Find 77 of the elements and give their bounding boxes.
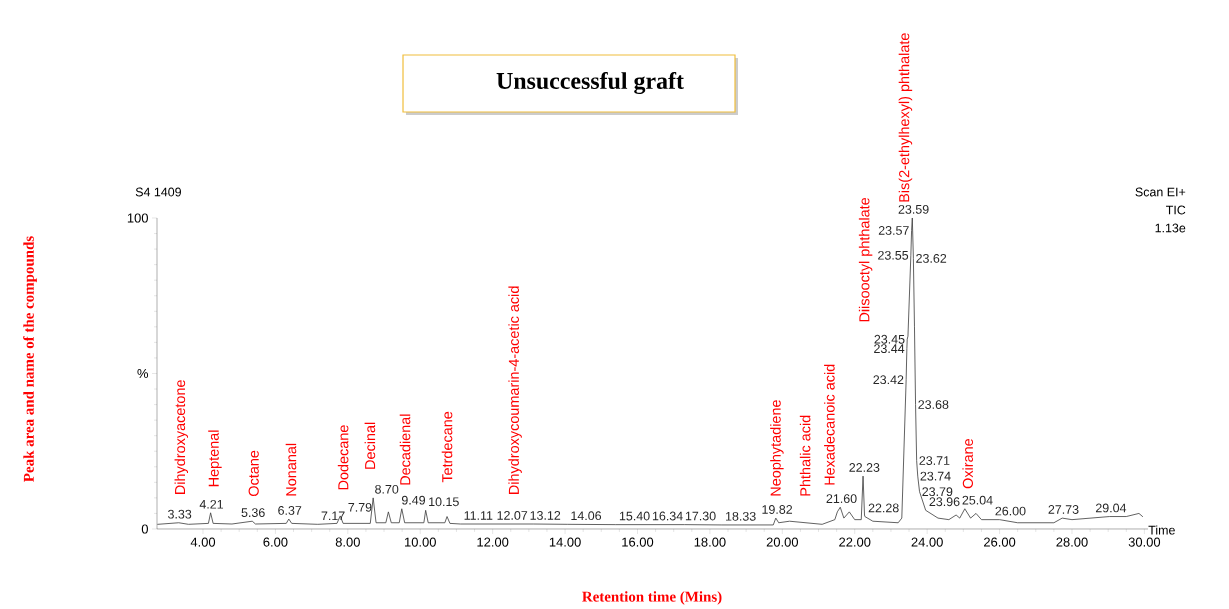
annotation: Phthalic acid xyxy=(799,415,811,496)
x-tick-label: 6.00 xyxy=(263,537,288,547)
annotation: 8.70 xyxy=(375,484,399,494)
text: 1.13e xyxy=(1155,223,1186,233)
annotation: 18.33 xyxy=(726,511,756,521)
annotation: 14.06 xyxy=(571,511,602,521)
annotation: 15.40 xyxy=(619,511,650,521)
annotation: Diisooctyl phthalate xyxy=(858,197,873,322)
annotation: 25.04 xyxy=(962,495,993,505)
x-tick-label: 22.00 xyxy=(839,537,871,547)
annotation: Dihydroxyacetone xyxy=(174,380,188,494)
annotation: 23.45 xyxy=(874,334,905,344)
x-tick-label: 20.00 xyxy=(766,537,799,547)
annotation: Oxirane xyxy=(962,438,974,489)
annotation: Octane xyxy=(248,450,259,496)
y-tick-label: % xyxy=(137,368,149,379)
chart-title: Unsuccessful graft xyxy=(496,71,684,95)
annotation: 29.04 xyxy=(1095,503,1127,513)
annotation: 22.23 xyxy=(849,463,880,472)
annotation: 3.33 xyxy=(168,509,192,519)
annotation: Decinal xyxy=(364,422,376,469)
x-tick-label: 26.00 xyxy=(984,537,1016,547)
annotation: 6.37 xyxy=(278,506,302,515)
x-tick-label: 28.00 xyxy=(1056,537,1088,547)
annotation: 23.44 xyxy=(874,344,905,354)
y-tick-label: 100 xyxy=(127,213,148,223)
x-tick-label: 24.00 xyxy=(911,537,943,547)
y-tick-label: 0 xyxy=(141,524,148,534)
annotation: Heptenal xyxy=(208,430,222,487)
annotation: 10.15 xyxy=(429,497,459,507)
text: Peak area and name of the compounds xyxy=(23,236,37,482)
annotation: 23.96 xyxy=(929,497,960,507)
annotation: Decadienal xyxy=(399,414,411,485)
annotation: 4.21 xyxy=(199,499,224,509)
text: Bis(2-ethylhexyl) phthalate xyxy=(898,33,913,202)
annotation: 27.73 xyxy=(1048,505,1079,514)
x-tick-label: 8.00 xyxy=(335,537,360,547)
annotation: 19.82 xyxy=(762,505,793,514)
annotation: 22.28 xyxy=(868,503,899,513)
annotation: Nonanal xyxy=(285,443,297,496)
annotation: 12.07 xyxy=(497,511,528,520)
annotation: 16.34 xyxy=(652,511,683,521)
x-tick-label: 30.00 xyxy=(1128,537,1161,547)
x-tick-label: 16.00 xyxy=(622,537,654,547)
annotation: 23.74 xyxy=(920,471,951,481)
annotation: 11.11 xyxy=(464,511,493,520)
annotation: 21.60 xyxy=(826,494,857,504)
annotation: 23.55 xyxy=(878,250,909,260)
x-tick-label: 18.00 xyxy=(694,537,726,547)
annotation: 5.36 xyxy=(241,508,265,518)
text: S4 1409 xyxy=(135,187,181,197)
text: Time xyxy=(1148,525,1175,535)
annotation: 26.00 xyxy=(995,506,1026,516)
annotation: Hexadecanoic acid xyxy=(824,364,835,485)
annotation: 23.42 xyxy=(873,375,904,385)
annotation: 13.12 xyxy=(530,511,561,520)
annotation: Neophytadiene xyxy=(770,400,784,496)
annotation: Tetrdecane xyxy=(441,411,453,483)
annotation: 23.62 xyxy=(916,254,947,263)
x-tick-label: 12.00 xyxy=(477,537,509,547)
annotation: 23.59 xyxy=(898,204,929,214)
annotation: 23.68 xyxy=(918,400,949,409)
annotation: 23.79 xyxy=(922,487,953,497)
annotation: Dihydroxycoumarin-4-acetic acid xyxy=(508,286,522,494)
annotation: 23.71 xyxy=(919,456,950,465)
x-axis-title: Retention time (Mins) xyxy=(582,591,722,605)
annotation: 17.30 xyxy=(685,511,716,521)
annotation: 23.57 xyxy=(878,226,909,235)
x-tick-label: 14.00 xyxy=(549,537,581,547)
text: TIC xyxy=(1166,205,1186,215)
annotation: 9.49 xyxy=(401,495,426,505)
annotation: 7.17 xyxy=(321,511,345,521)
annotation: 7.79 xyxy=(348,502,372,512)
text: Scan EI+ xyxy=(1135,187,1186,197)
x-tick-label: 10.00 xyxy=(405,537,436,547)
annotation: Dodecane xyxy=(337,425,349,490)
x-tick-label: 4.00 xyxy=(190,537,216,547)
